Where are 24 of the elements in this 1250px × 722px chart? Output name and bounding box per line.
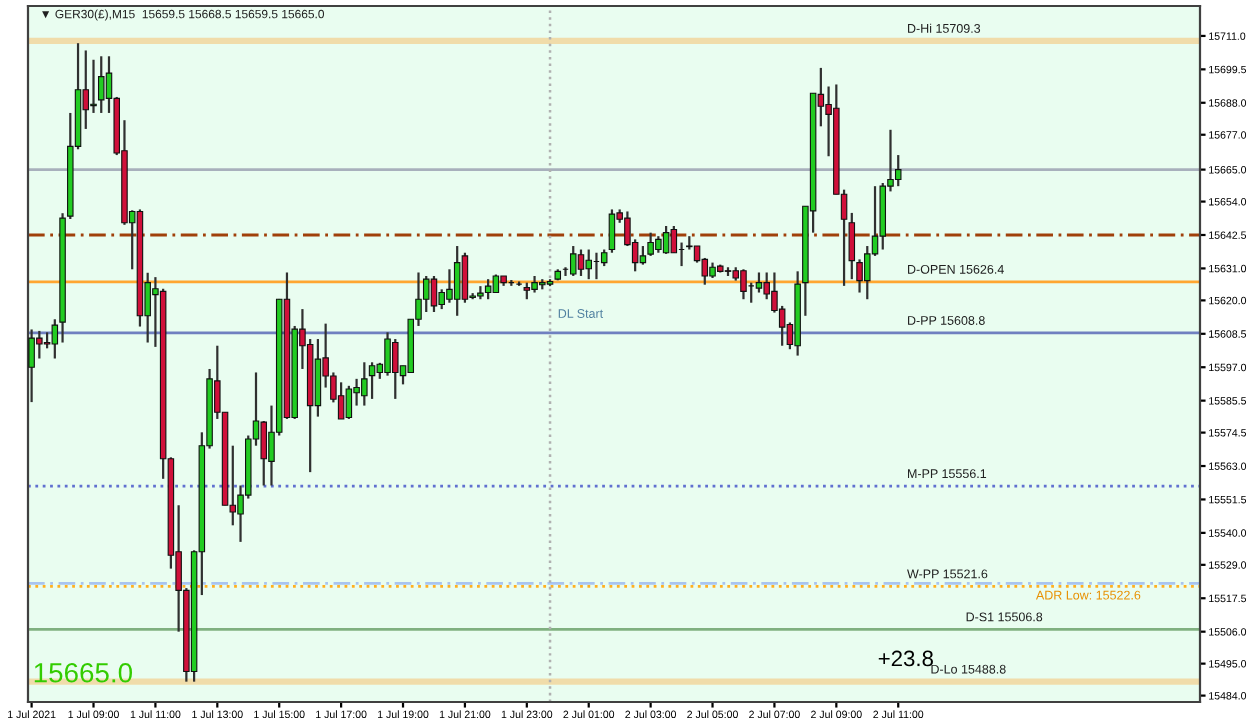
candlestick	[662, 224, 670, 255]
candlestick	[337, 381, 345, 421]
annotation: 15665.0	[34, 662, 133, 683]
candlestick	[740, 268, 747, 301]
candlestick	[36, 329, 43, 360]
candlestick	[361, 361, 368, 407]
candlestick	[639, 244, 647, 266]
annotation: +23.8	[878, 650, 933, 667]
candlestick	[314, 337, 322, 418]
candlestick	[368, 361, 376, 401]
candlestick	[577, 248, 585, 278]
candlestick	[392, 337, 399, 401]
candlestick	[28, 328, 35, 404]
candlestick	[446, 268, 453, 304]
candlestick	[430, 274, 438, 314]
candlestick	[97, 55, 105, 115]
candlestick	[453, 244, 461, 317]
candlestick	[569, 244, 577, 278]
candlestick	[461, 251, 469, 304]
candlestick	[755, 271, 763, 294]
candlestick	[345, 384, 353, 421]
candlestick	[484, 278, 492, 301]
candlestick	[647, 231, 654, 258]
candlestick	[585, 248, 592, 281]
